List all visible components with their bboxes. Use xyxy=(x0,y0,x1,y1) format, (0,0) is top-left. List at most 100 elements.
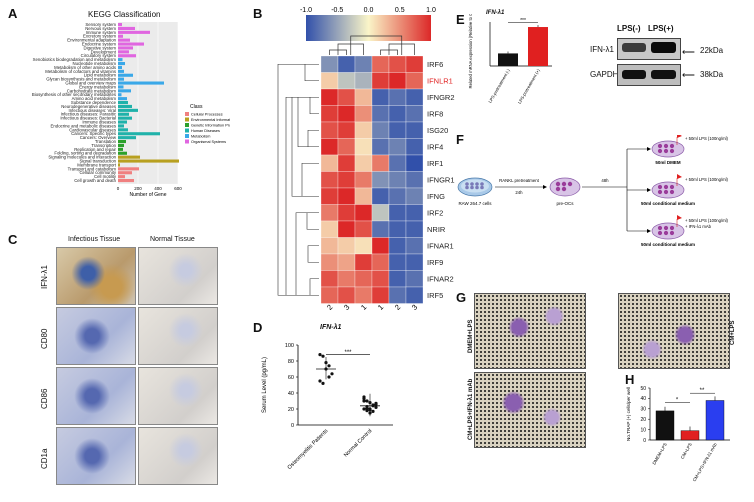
kegg-bar xyxy=(118,136,136,140)
kegg-category-label: Glycan biosynthesis and metabolism xyxy=(46,77,116,82)
arm-treat1: + 50ml LPS (100ng/ml) xyxy=(685,136,729,141)
raw-cell-dish-cell xyxy=(475,182,479,186)
trap-y-tick-label: 10 xyxy=(640,427,646,433)
heatmap-cell xyxy=(354,105,373,123)
arm-treat1: + 50ml LPS (100ng/ml) xyxy=(685,218,729,223)
preoc-cell xyxy=(561,181,567,187)
heatmap-row-label: ISG20 xyxy=(427,126,448,135)
kegg-category-label: Circulatory system xyxy=(81,53,117,58)
serum-point xyxy=(362,397,366,401)
heatmap-cell xyxy=(354,220,373,238)
kegg-category-label: Excretory system xyxy=(83,34,116,39)
trap-sig-label-2: ** xyxy=(700,388,705,394)
heatmap-cell xyxy=(354,286,373,304)
kegg-category-label: Signaling molecules and interaction xyxy=(48,155,116,160)
kegg-bar xyxy=(118,73,133,77)
arm-cell xyxy=(663,184,669,190)
trap-y-tick-label: 0 xyxy=(643,438,646,444)
kegg-bar xyxy=(118,104,132,108)
kegg-category-label: Global and overview maps xyxy=(65,81,116,86)
kegg-bar xyxy=(118,108,138,112)
arm-cell xyxy=(669,143,675,149)
serum-sig-label: *** xyxy=(344,350,352,356)
serum-point xyxy=(371,409,375,413)
heatmap-cell xyxy=(354,138,373,156)
arm-cell xyxy=(657,148,663,154)
heatmap-cell xyxy=(371,270,390,288)
heatmap-col-dendrogram-branch xyxy=(350,35,403,55)
heatmap-row-dendrogram-branch xyxy=(295,212,319,296)
heatmap-cell xyxy=(354,55,373,73)
kegg-bar xyxy=(118,23,122,27)
kegg-bar xyxy=(118,54,136,58)
qpcr-sig-label: *** xyxy=(520,18,526,24)
kegg-category-label: Environmental adaptation xyxy=(67,38,116,43)
heatmap-cell xyxy=(388,55,407,73)
trap-y-tick-label: 20 xyxy=(640,417,646,423)
blot-band-ifn xyxy=(617,38,681,60)
heatmap-cell xyxy=(337,72,356,90)
heatmap-cell xyxy=(371,237,390,255)
trap-chart: 0 10 20 30 40 50 No.TRAP (+) cells/per well DME… xyxy=(626,386,730,482)
heatmap-cell xyxy=(388,154,407,172)
kegg-bar xyxy=(118,34,123,38)
serum-y-tick-label: 60 xyxy=(288,375,294,381)
heatmap-row-label: IRF9 xyxy=(427,258,443,267)
serum-point xyxy=(321,381,325,385)
arm-cell xyxy=(657,184,663,190)
kegg-legend-label: Metabolism xyxy=(191,135,210,139)
tissue-marker-label: CD86 xyxy=(40,388,49,409)
blot-band-gapdh-minus xyxy=(622,70,646,79)
raw-cell-dish-inner xyxy=(461,179,489,193)
serum-point xyxy=(327,364,331,368)
serum-group-label: Normal Control xyxy=(343,428,373,458)
heatmap-cell xyxy=(337,286,356,304)
heatmap-cell xyxy=(371,286,390,304)
heatmap-cell xyxy=(337,220,356,238)
heatmap-cell xyxy=(405,138,424,156)
panel-label-g: G xyxy=(456,290,467,305)
blot-band-ifn-minus xyxy=(622,43,646,52)
heatmap-scale-label: 0.0 xyxy=(364,7,374,14)
serum-point xyxy=(374,405,378,409)
blot-size-gapdh: 38kDa xyxy=(700,70,724,79)
heatmap-row-label: IFNGR1 xyxy=(427,176,455,185)
heatmap-row-label: IRF1 xyxy=(427,159,443,168)
arm-dish xyxy=(651,140,685,158)
heatmap-cell xyxy=(405,286,424,304)
preoc-cell xyxy=(555,186,561,192)
heatmap-cell xyxy=(388,121,407,139)
heatmap-cell xyxy=(337,204,356,222)
serum-point xyxy=(327,375,331,379)
heatmap-cell xyxy=(354,270,373,288)
heatmap-cell xyxy=(371,220,390,238)
arm-cell xyxy=(657,230,663,236)
heatmap-cell xyxy=(320,187,339,205)
blot-arrow-ifn: ⟵ xyxy=(682,47,695,57)
serum-ylabel: Serum Level (pg/mL) xyxy=(262,357,268,413)
schematic-mid: pre-OCs xyxy=(556,201,574,206)
kegg-legend-swatch xyxy=(185,123,189,127)
heatmap-cell xyxy=(354,187,373,205)
tissue-marker-label: CD80 xyxy=(40,328,49,349)
heatmap-row-dendrogram-branch xyxy=(304,63,319,82)
kegg-legend-label: Environmental Information Processing xyxy=(191,118,230,122)
arm-medium: 50ml conditional medium xyxy=(641,242,695,247)
kegg-bar xyxy=(118,46,133,50)
heatmap-cell xyxy=(388,187,407,205)
heatmap-cell xyxy=(388,171,407,189)
blot-band-gapdh-plus xyxy=(651,70,676,79)
kegg-bar xyxy=(118,89,131,93)
serum-point xyxy=(374,402,378,406)
heatmap-cell xyxy=(388,286,407,304)
serum-y-tick-label: 40 xyxy=(288,391,294,397)
kegg-bar xyxy=(118,179,134,183)
heatmap-cell xyxy=(405,55,424,73)
kegg-category-label: Metabolism of cofactors and vitamins xyxy=(45,69,116,74)
heatmap-cell xyxy=(320,270,339,288)
heatmap-cell xyxy=(371,105,390,123)
heatmap-row-dendrogram-branch xyxy=(309,96,319,115)
qpcr-group-label: LPS-pretreatment (+) xyxy=(517,67,541,104)
kegg-tick-label: 0 xyxy=(117,186,120,191)
kegg-legend-title: Class xyxy=(190,104,203,110)
